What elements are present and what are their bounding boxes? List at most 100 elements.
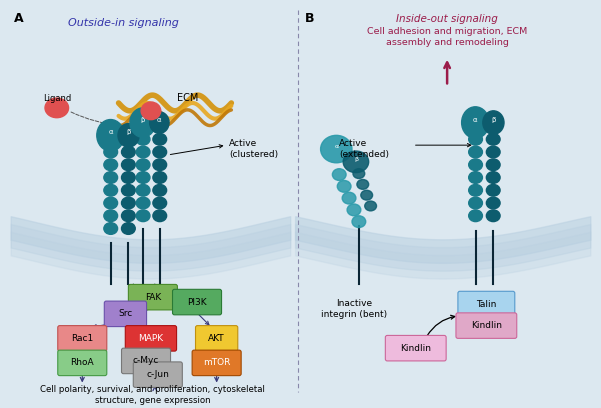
Ellipse shape [342,192,356,204]
Text: α: α [473,117,478,123]
Text: Kindlin: Kindlin [471,321,502,330]
Text: Inactive
integrin (bent): Inactive integrin (bent) [321,299,387,319]
Text: Cell polarity, survival, and proliferation, cytoskeletal
structure, gene express: Cell polarity, survival, and proliferati… [40,386,265,405]
Ellipse shape [153,210,166,222]
Ellipse shape [121,146,135,158]
Ellipse shape [483,111,504,134]
Ellipse shape [153,184,166,196]
Text: α: α [157,117,162,123]
Ellipse shape [130,108,156,137]
Ellipse shape [486,172,500,183]
Ellipse shape [153,146,166,158]
Text: mTOR: mTOR [203,358,230,367]
Ellipse shape [104,223,118,234]
Ellipse shape [104,210,118,222]
Ellipse shape [357,180,368,189]
Ellipse shape [141,102,160,120]
Ellipse shape [153,197,166,209]
Ellipse shape [469,184,483,196]
FancyBboxPatch shape [385,335,446,361]
FancyBboxPatch shape [192,350,241,376]
Ellipse shape [97,120,124,151]
Ellipse shape [153,159,166,171]
Text: c-Jun: c-Jun [147,370,169,379]
FancyBboxPatch shape [458,291,515,317]
Text: α: α [108,129,113,135]
Ellipse shape [469,159,483,171]
Text: PI3K: PI3K [188,297,207,306]
FancyBboxPatch shape [456,313,517,338]
Text: RhoA: RhoA [70,358,94,367]
Ellipse shape [121,184,135,196]
Ellipse shape [486,197,500,209]
Text: Inside-out signaling: Inside-out signaling [396,14,498,24]
Text: Talin: Talin [476,299,496,308]
Text: Ligand: Ligand [43,94,71,103]
Ellipse shape [121,210,135,222]
Ellipse shape [462,107,489,138]
Ellipse shape [104,159,118,171]
Ellipse shape [121,159,135,171]
Text: Cell adhesion and migration, ECM
assembly and remodeling: Cell adhesion and migration, ECM assembl… [367,27,527,47]
Text: α: α [334,144,338,149]
Ellipse shape [121,223,135,234]
Text: FAK: FAK [145,293,161,302]
Ellipse shape [347,204,361,216]
Ellipse shape [361,190,373,200]
Ellipse shape [136,159,150,171]
Ellipse shape [469,197,483,209]
Ellipse shape [337,180,351,192]
Text: MAPK: MAPK [138,334,163,343]
Text: B: B [305,12,314,25]
FancyBboxPatch shape [105,301,147,326]
FancyBboxPatch shape [129,284,177,310]
Ellipse shape [136,210,150,222]
Text: Src: Src [118,309,133,318]
Ellipse shape [352,216,366,228]
Text: A: A [14,12,23,25]
Text: Rac1: Rac1 [71,334,93,343]
Text: Kindlin: Kindlin [400,344,432,353]
Ellipse shape [121,172,135,183]
FancyBboxPatch shape [133,362,182,388]
Ellipse shape [136,184,150,196]
Ellipse shape [136,172,150,183]
Text: Outside-in signaling: Outside-in signaling [68,18,179,28]
Ellipse shape [365,201,376,211]
FancyBboxPatch shape [58,326,107,351]
FancyBboxPatch shape [121,348,171,374]
Ellipse shape [136,133,150,145]
Text: AKT: AKT [209,334,225,343]
Ellipse shape [469,133,483,145]
Ellipse shape [469,210,483,222]
Text: Active
(extended): Active (extended) [339,139,389,159]
FancyBboxPatch shape [195,326,238,351]
Ellipse shape [486,184,500,196]
Ellipse shape [150,112,169,133]
Ellipse shape [104,197,118,209]
Ellipse shape [469,172,483,183]
Ellipse shape [486,159,500,171]
Text: c-Myc: c-Myc [133,357,159,366]
Ellipse shape [153,133,166,145]
Ellipse shape [104,184,118,196]
Ellipse shape [153,172,166,183]
Ellipse shape [136,197,150,209]
Ellipse shape [118,124,139,147]
Text: ECM: ECM [177,93,198,103]
FancyBboxPatch shape [58,350,107,376]
Ellipse shape [486,146,500,158]
FancyBboxPatch shape [125,326,177,351]
Ellipse shape [45,98,69,118]
FancyBboxPatch shape [172,289,222,315]
Ellipse shape [121,197,135,209]
Ellipse shape [104,172,118,183]
Ellipse shape [353,169,365,178]
Ellipse shape [343,151,368,173]
Ellipse shape [104,146,118,158]
Ellipse shape [486,133,500,145]
Text: β: β [354,157,358,162]
Ellipse shape [320,135,352,163]
Text: β: β [126,129,131,135]
Text: Active
(clustered): Active (clustered) [230,139,278,159]
